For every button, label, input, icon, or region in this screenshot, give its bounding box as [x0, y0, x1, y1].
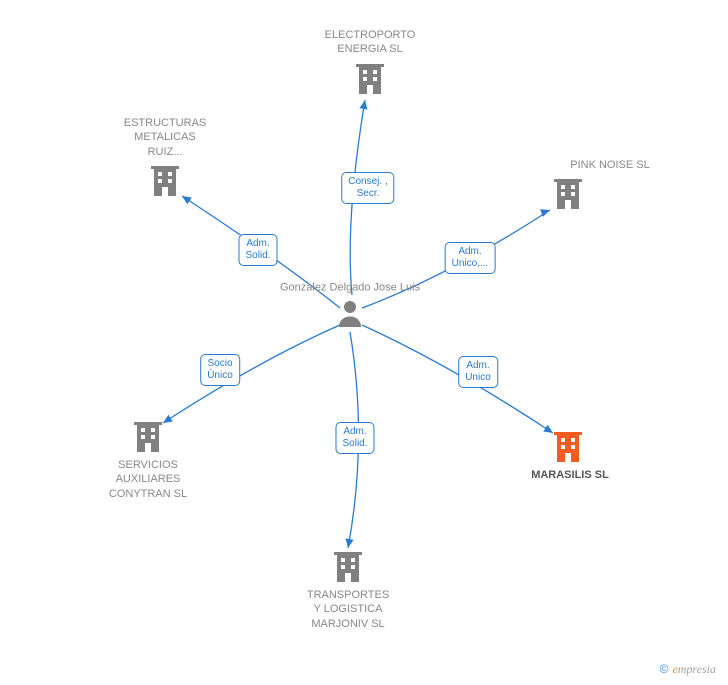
building-icon-servicios	[134, 422, 162, 452]
edge-label-marasilis: Adm. Unico	[458, 356, 498, 388]
arrowhead-estructuras	[182, 196, 192, 204]
diagram-canvas	[0, 0, 728, 685]
node-label-estructuras: ESTRUCTURAS METALICAS RUIZ...	[124, 116, 207, 159]
edge-label-estructuras: Adm. Solid.	[238, 234, 277, 266]
building-icon-estructuras	[151, 166, 179, 196]
arrowhead-servicios	[163, 415, 173, 423]
brand-rest: mpresia	[678, 662, 716, 676]
center-person-label: Gonzalez Delgado Jose Luis	[280, 281, 420, 295]
edge-label-electroporto: Consej. , Secr.	[341, 172, 394, 204]
arrowhead-electroporto	[359, 100, 367, 110]
arrowhead-transportes	[346, 538, 354, 548]
edge-label-servicios: Socio Único	[200, 354, 240, 386]
node-label-marasilis: MARASILIS SL	[531, 468, 609, 482]
copyright-symbol: ©	[660, 662, 669, 676]
node-label-servicios: SERVICIOS AUXILIARES CONYTRAN SL	[109, 458, 187, 501]
building-icon-marasilis	[554, 432, 582, 462]
node-label-transportes: TRANSPORTES Y LOGISTICA MARJONIV SL	[307, 588, 389, 631]
building-icon-electroporto	[356, 64, 384, 94]
arrowhead-marasilis	[543, 425, 553, 433]
node-label-pinknoise: PINK NOISE SL	[570, 158, 649, 172]
footer-credit: ©empresia	[660, 662, 716, 677]
person-icon	[339, 301, 361, 327]
building-icon-pinknoise	[554, 179, 582, 209]
node-label-electroporto: ELECTROPORTO ENERGIA SL	[325, 28, 416, 57]
edge-label-pinknoise: Adm. Unico,...	[445, 242, 496, 274]
edge-servicios	[163, 325, 340, 423]
edge-label-transportes: Adm. Solid.	[335, 422, 374, 454]
building-icon-transportes	[334, 552, 362, 582]
